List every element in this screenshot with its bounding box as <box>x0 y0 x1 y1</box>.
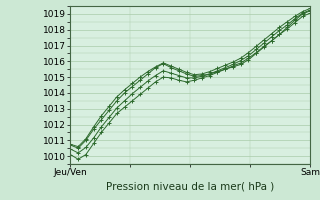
X-axis label: Pression niveau de la mer( hPa ): Pression niveau de la mer( hPa ) <box>106 181 275 191</box>
